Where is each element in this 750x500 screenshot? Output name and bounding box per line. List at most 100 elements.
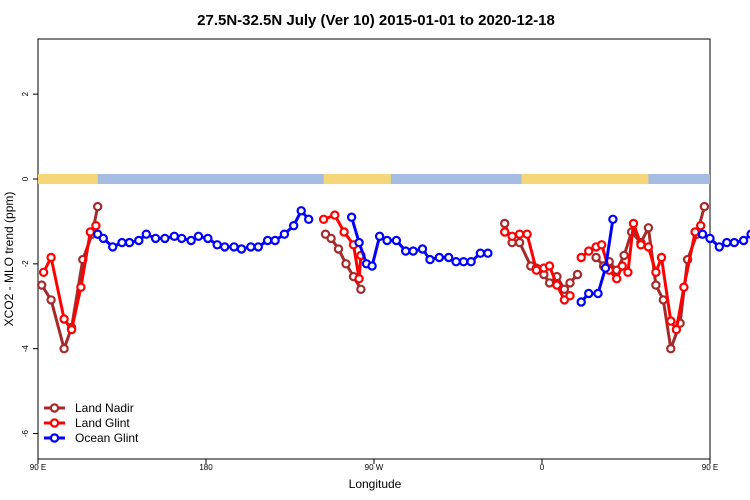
ocean-glint-point [391, 235, 402, 246]
land-glint-point [544, 261, 555, 271]
ocean-glint-point [382, 235, 392, 246]
ocean-glint-point [705, 233, 715, 244]
x-tick-label: 0 [540, 463, 545, 472]
land-glint-point [636, 240, 646, 250]
chart-title: 27.5N-32.5N July (Ver 10) 2015-01-01 to … [197, 12, 555, 29]
ocean-glint-point [253, 242, 263, 252]
land-glint-point [354, 274, 364, 284]
land-nadir-point [643, 223, 654, 233]
ocean-glint-point [98, 233, 109, 244]
land-nadir-point [572, 269, 583, 280]
y-tick-label: 2 [21, 91, 30, 96]
y-axis-label: XCO2 - MLO trend (ppm) [2, 192, 16, 327]
land-glint-point [597, 240, 607, 250]
ocean-glint-point [124, 237, 135, 248]
land-glint-point [666, 316, 676, 326]
ocean-glint-point [729, 237, 740, 248]
ocean-glint-point [346, 212, 357, 222]
series-land-nadir [37, 201, 710, 354]
land-nadir-point [565, 278, 575, 288]
ocean-glint-point [289, 220, 299, 231]
ocean-glint-point [246, 242, 256, 252]
land-nadir-point [326, 233, 336, 244]
ocean-glint-point [203, 233, 213, 244]
x-tick-label: 180 [199, 463, 213, 472]
ocean-glint-point [458, 257, 469, 267]
ocean-glint-point [141, 229, 151, 239]
legend-marker-land-nadir [49, 403, 60, 413]
land-glint-point [318, 214, 329, 224]
land-nadir-point [341, 259, 351, 269]
land-glint-point [330, 210, 340, 220]
land-glint-point [46, 252, 56, 263]
legend-marker-ocean-glint [49, 433, 60, 443]
ocean-glint-point [176, 233, 187, 244]
land-band-segment [38, 174, 98, 184]
land-nadir-point [559, 284, 570, 294]
land-glint-point [514, 229, 525, 239]
ocean-glint-point [150, 233, 161, 244]
land-nadir-point [591, 252, 601, 263]
land-glint-point [531, 265, 542, 275]
land-nadir-point [619, 250, 629, 261]
y-tick-label: -4 [21, 345, 30, 353]
ocean-glint-point [219, 242, 230, 252]
ocean-glint-point [134, 235, 144, 246]
ocean-glint-point [434, 252, 444, 263]
land-nadir-point [500, 218, 510, 229]
legend-label-land-glint: Land Glint [75, 416, 130, 430]
land-glint-point [507, 231, 517, 241]
ocean-glint-point [186, 235, 196, 246]
ocean-glint-point [746, 229, 750, 239]
land-glint-point [66, 324, 77, 335]
land-glint-point [584, 246, 594, 256]
ocean-glint-point [697, 229, 708, 239]
land-band-segment [521, 174, 649, 184]
land-nadir-point [37, 280, 47, 290]
land-glint-point [617, 261, 628, 271]
land-nadir-point [46, 295, 56, 305]
series-ocean-glint [92, 206, 750, 307]
ocean-glint-point [374, 231, 385, 241]
ocean-glint-point [367, 261, 377, 271]
land-glint-point [656, 252, 667, 263]
ocean-glint-point [444, 252, 454, 263]
y-axis: 2 0 -2 -4 -6 [21, 91, 38, 437]
land-band-segment [323, 174, 391, 184]
y-tick-label: -2 [21, 260, 30, 268]
x-axis: 90 E 180 90 W 0 90 E [30, 459, 718, 472]
land-glint-point [690, 227, 700, 237]
ocean-glint-point [408, 246, 418, 256]
land-glint-point [628, 218, 639, 229]
ocean-glint-point [401, 246, 411, 256]
ocean-glint-point [600, 263, 611, 273]
ocean-glint-point [417, 244, 428, 254]
ocean-glint-point [107, 242, 118, 252]
land-glint-point [38, 267, 49, 277]
ocean-glint-line [350, 216, 488, 268]
ocean-glint-point [475, 248, 486, 258]
ocean-glint-point [169, 231, 179, 241]
land-glint-point [565, 291, 575, 301]
ocean-glint-point [304, 214, 314, 224]
ocean-glint-point [576, 297, 586, 307]
legend-label-land-nadir: Land Nadir [75, 401, 134, 415]
land-glint-point [696, 220, 706, 231]
ocean-glint-point [608, 214, 618, 224]
ocean-glint-point [160, 233, 170, 244]
land-glint-point [339, 227, 349, 237]
land-glint-point [91, 220, 101, 231]
ocean-glint-point [279, 229, 290, 239]
ocean-glint-point [193, 231, 204, 241]
ocean-glint-point [593, 288, 603, 299]
ocean-glint-point [714, 242, 725, 252]
ocean-glint-point [466, 257, 476, 267]
legend-label-ocean-glint: Ocean Glint [75, 431, 139, 445]
land-glint-point [671, 324, 682, 335]
ocean-glint-point [722, 237, 732, 248]
x-tick-label: 90 E [30, 463, 46, 472]
land-glint-line [42, 224, 98, 332]
land-glint-point [85, 227, 96, 237]
land-glint-point [643, 242, 654, 252]
ocean-glint-point [296, 206, 306, 216]
